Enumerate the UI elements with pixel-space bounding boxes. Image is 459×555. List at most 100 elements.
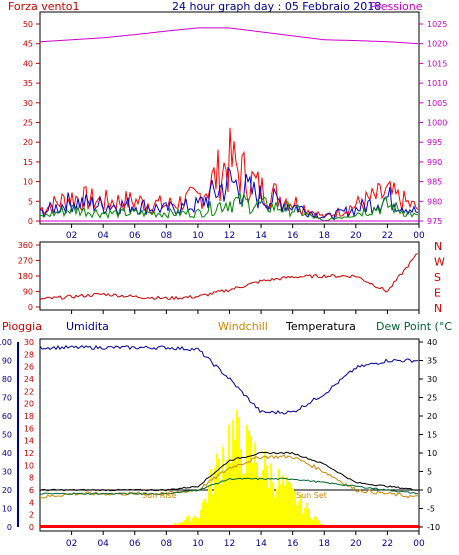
solar-bar xyxy=(316,517,318,527)
wind-average-line xyxy=(39,192,419,222)
solar-bar xyxy=(266,465,268,527)
top-panel-data xyxy=(39,27,419,222)
solar-bar xyxy=(220,484,222,527)
temp-tick-label: 10 xyxy=(427,449,437,458)
solar-bar xyxy=(308,509,310,527)
mid-right-letter: W xyxy=(434,256,445,269)
bottom-x-tick-label: 00 xyxy=(413,539,425,549)
wind-direction-line xyxy=(39,253,419,301)
rain-tick-label: 2 xyxy=(29,511,34,520)
humidity-tick-label: 50 xyxy=(2,431,12,440)
rain-bar xyxy=(40,525,419,528)
top-right-tick-label: 975 xyxy=(427,217,442,226)
solar-bar xyxy=(216,453,218,527)
rain-tick-label: 16 xyxy=(24,424,34,433)
humidity-tick-label: 10 xyxy=(2,505,12,514)
bottom-panel-data xyxy=(39,345,419,528)
solar-bar xyxy=(310,517,312,527)
wind-speed-line xyxy=(39,166,419,220)
rain-tick-label: 0 xyxy=(29,523,34,532)
top-x-tick-label: 16 xyxy=(287,231,299,241)
top-left-tick-label: 30 xyxy=(23,99,33,108)
humidity-tick-label: 100 xyxy=(0,338,12,347)
solar-bar xyxy=(314,516,316,527)
solar-bar xyxy=(274,496,276,527)
solar-bar xyxy=(288,481,290,527)
solar-bar xyxy=(182,521,184,527)
windchill-label: Windchill xyxy=(218,320,268,333)
mid-right-letter: S xyxy=(434,271,441,284)
mid-right-letter: E xyxy=(434,287,441,300)
top-left-tick-label: 50 xyxy=(23,20,33,29)
mid-left-tick-label: 270 xyxy=(18,257,33,266)
bottom-x-tick-label: 16 xyxy=(287,539,299,549)
humidity-tick-label: 60 xyxy=(2,412,12,421)
top-right-label: Pressione xyxy=(370,0,423,13)
bottom-panel-axes: 0102030405060708090100024681012141618202… xyxy=(0,338,440,549)
solar-bar xyxy=(306,503,308,527)
rain-tick-label: 8 xyxy=(29,474,34,483)
mid-left-tick-label: 0 xyxy=(28,303,33,312)
solar-bar xyxy=(258,476,260,527)
solar-bar xyxy=(188,515,190,527)
solar-bar xyxy=(228,424,230,527)
top-x-tick-label: 08 xyxy=(161,231,173,241)
solar-bar xyxy=(192,517,194,527)
temp-tick-label: 15 xyxy=(427,431,437,440)
top-x-tick-label: 06 xyxy=(129,231,141,241)
pressure-line xyxy=(39,27,419,45)
rain-tick-label: 28 xyxy=(24,350,34,359)
dewpoint-label: Dew Point (°C xyxy=(376,320,452,333)
solar-bar xyxy=(234,439,236,527)
top-panel-axes: 0510152025303540455097598098599099510001… xyxy=(23,20,448,241)
solar-bar xyxy=(194,515,196,527)
solar-bar xyxy=(272,482,274,527)
top-right-tick-label: 1000 xyxy=(427,119,447,128)
solar-bar xyxy=(294,491,296,527)
bottom-x-tick-label: 14 xyxy=(255,539,267,549)
humidity-label: Umidita xyxy=(66,320,109,333)
solar-bar xyxy=(268,487,270,527)
solar-bar xyxy=(298,501,300,527)
top-right-tick-label: 1020 xyxy=(427,40,447,49)
solar-bar xyxy=(240,449,242,527)
top-right-tick-label: 985 xyxy=(427,178,442,187)
solar-bar xyxy=(312,519,314,527)
solar-bar xyxy=(246,424,248,527)
solar-bar xyxy=(302,513,304,527)
top-left-tick-label: 45 xyxy=(23,40,33,49)
humidity-tick-label: 70 xyxy=(2,394,12,403)
bottom-x-tick-label: 20 xyxy=(350,539,362,549)
top-x-tick-label: 04 xyxy=(97,231,109,241)
solar-bar xyxy=(270,463,272,527)
rain-tick-label: 4 xyxy=(29,498,34,507)
top-x-tick-label: 14 xyxy=(255,231,267,241)
rain-tick-label: 10 xyxy=(24,461,34,470)
solar-bar xyxy=(202,501,204,527)
top-left-tick-label: 5 xyxy=(28,197,33,206)
rain-tick-label: 12 xyxy=(24,449,34,458)
mid-left-tick-label: 90 xyxy=(23,288,33,297)
rain-tick-label: 24 xyxy=(24,375,34,384)
mid-right-letter: N xyxy=(434,240,442,253)
humidity-tick-label: 20 xyxy=(2,486,12,495)
solar-bar xyxy=(238,417,240,527)
solar-bar xyxy=(184,520,186,527)
solar-bar xyxy=(254,442,256,527)
solar-bar xyxy=(198,517,200,527)
temp-tick-label: 5 xyxy=(427,468,432,477)
temp-tick-label: 35 xyxy=(427,357,437,366)
rain-label: Pioggia xyxy=(2,320,42,333)
humidity-tick-label: 0 xyxy=(7,523,12,532)
top-right-tick-label: 995 xyxy=(427,138,442,147)
page-title: 24 hour graph day : 05 Febbraio 2018 xyxy=(172,0,381,13)
temp-tick-label: -10 xyxy=(427,523,440,532)
top-right-tick-label: 1015 xyxy=(427,59,447,68)
solar-bar xyxy=(260,478,262,527)
solar-bar xyxy=(230,463,232,527)
top-left-tick-label: 40 xyxy=(23,59,33,68)
solar-bar xyxy=(208,484,210,527)
solar-bar xyxy=(236,409,238,527)
solar-bar xyxy=(196,517,198,527)
solar-bar xyxy=(224,471,226,527)
